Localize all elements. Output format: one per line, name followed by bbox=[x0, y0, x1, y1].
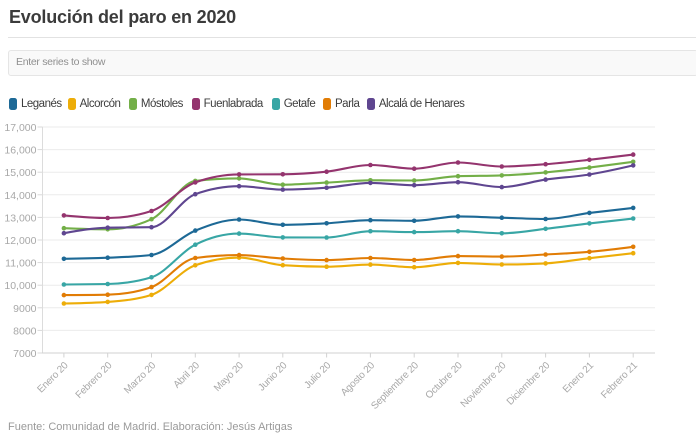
svg-text:Mayo 20: Mayo 20 bbox=[212, 360, 246, 394]
svg-text:8000: 8000 bbox=[13, 325, 37, 337]
svg-text:Marzo 20: Marzo 20 bbox=[122, 360, 158, 396]
svg-text:Febrero 21: Febrero 21 bbox=[599, 360, 640, 401]
svg-text:9000: 9000 bbox=[13, 303, 37, 315]
svg-text:Enero 20: Enero 20 bbox=[35, 360, 71, 396]
svg-text:Abril 20: Abril 20 bbox=[172, 360, 203, 391]
svg-text:17,000: 17,000 bbox=[4, 122, 36, 134]
svg-text:Octubre 20: Octubre 20 bbox=[424, 360, 465, 401]
svg-text:7000: 7000 bbox=[13, 348, 37, 360]
svg-text:Julio 20: Julio 20 bbox=[302, 360, 333, 391]
svg-text:10,000: 10,000 bbox=[4, 280, 36, 292]
svg-text:15,000: 15,000 bbox=[4, 167, 36, 179]
svg-text:Junio 20: Junio 20 bbox=[256, 360, 290, 394]
svg-text:Agosto 20: Agosto 20 bbox=[339, 360, 378, 399]
svg-text:14,000: 14,000 bbox=[4, 190, 36, 202]
svg-text:11,000: 11,000 bbox=[5, 258, 36, 270]
svg-text:Noviembre 20: Noviembre 20 bbox=[459, 360, 509, 410]
svg-text:16,000: 16,000 bbox=[4, 145, 36, 157]
svg-text:13,000: 13,000 bbox=[4, 212, 36, 224]
svg-text:Febrero 20: Febrero 20 bbox=[74, 360, 115, 401]
svg-text:Enero 21: Enero 21 bbox=[561, 360, 597, 396]
svg-text:Diciembre 20: Diciembre 20 bbox=[505, 360, 553, 408]
svg-text:12,000: 12,000 bbox=[4, 235, 36, 247]
svg-text:Septiembre 20: Septiembre 20 bbox=[369, 360, 421, 412]
